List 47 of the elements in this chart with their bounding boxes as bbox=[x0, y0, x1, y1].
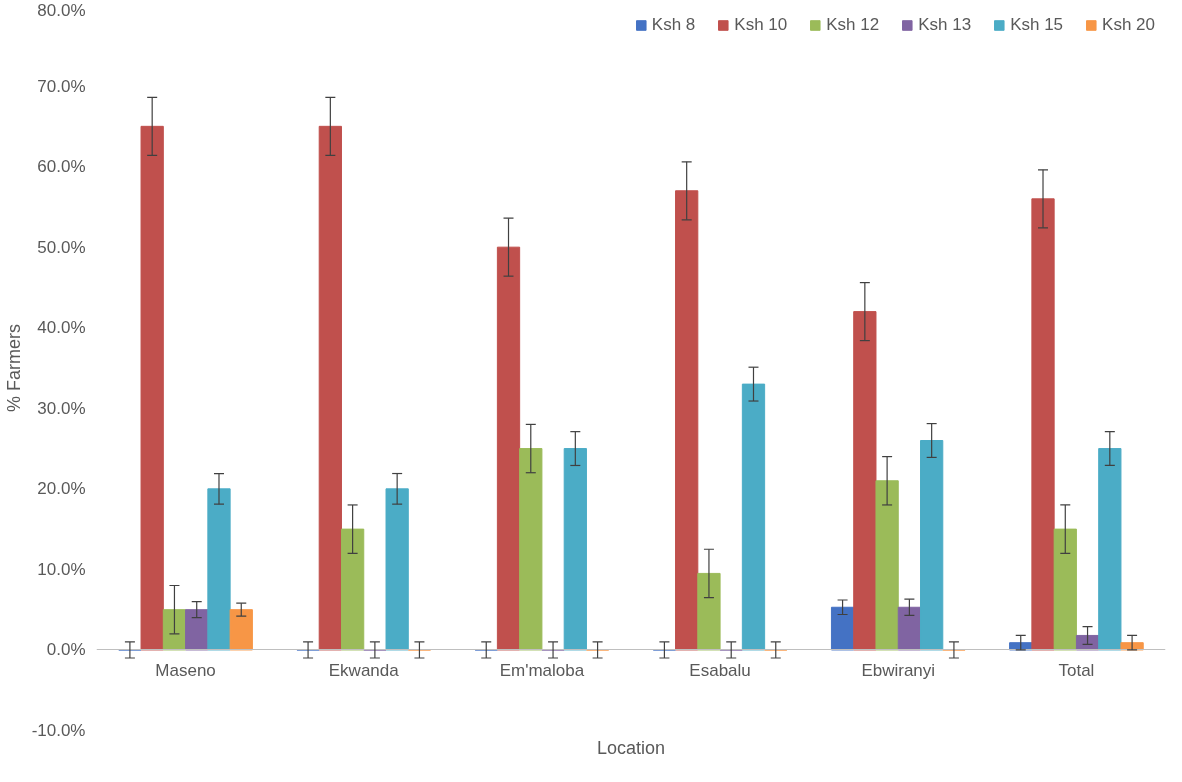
bar bbox=[920, 440, 944, 651]
legend-label: Ksh 8 bbox=[651, 15, 696, 35]
y-tick-label: 40.0% bbox=[37, 318, 86, 338]
bar bbox=[1031, 198, 1055, 651]
bar bbox=[229, 609, 253, 651]
x-tick-label: Maseno bbox=[155, 660, 216, 680]
y-tick-label: 80.0% bbox=[37, 0, 86, 20]
y-tick-label: 30.0% bbox=[37, 398, 86, 418]
bar bbox=[1075, 634, 1100, 651]
legend-label: Ksh 15 bbox=[1010, 15, 1064, 35]
bar bbox=[741, 383, 766, 651]
bar bbox=[318, 125, 342, 651]
y-axis-title: % Farmers bbox=[3, 323, 24, 412]
y-tick-label: 10.0% bbox=[37, 559, 86, 579]
y-tick-label: 20.0% bbox=[37, 479, 86, 499]
bar bbox=[830, 606, 855, 651]
x-tick-label: Esabalu bbox=[689, 660, 751, 680]
bar bbox=[207, 488, 231, 651]
x-tick-label: Em'maloba bbox=[499, 660, 585, 680]
legend-label: Ksh 10 bbox=[734, 15, 788, 35]
x-tick-label: Ebwiranyi bbox=[861, 660, 936, 680]
bar bbox=[697, 572, 721, 651]
bar bbox=[897, 606, 922, 651]
y-tick-label: 60.0% bbox=[37, 157, 86, 177]
legend-label: Ksh 12 bbox=[826, 15, 880, 35]
bar bbox=[1098, 448, 1122, 651]
bar bbox=[140, 125, 164, 651]
bar bbox=[563, 448, 587, 651]
bar bbox=[519, 448, 543, 651]
legend-label: Ksh 20 bbox=[1102, 15, 1155, 35]
bar bbox=[185, 609, 209, 651]
bar bbox=[1053, 528, 1077, 651]
y-tick-label: 0.0% bbox=[46, 640, 86, 660]
bar bbox=[853, 311, 877, 651]
y-tick-label: 50.0% bbox=[37, 237, 86, 257]
x-axis-title: Location bbox=[596, 737, 666, 758]
x-tick-label: Ekwanda bbox=[328, 660, 400, 680]
y-tick-label: 70.0% bbox=[37, 76, 86, 96]
bar bbox=[340, 528, 365, 651]
legend-label: Ksh 13 bbox=[918, 15, 972, 35]
x-tick-label: Total bbox=[1058, 660, 1095, 680]
y-tick-label: -10.0% bbox=[31, 721, 86, 740]
bar bbox=[385, 488, 409, 651]
bar bbox=[875, 480, 899, 651]
bar bbox=[496, 246, 521, 651]
bar bbox=[675, 190, 699, 651]
bar bbox=[162, 609, 187, 651]
